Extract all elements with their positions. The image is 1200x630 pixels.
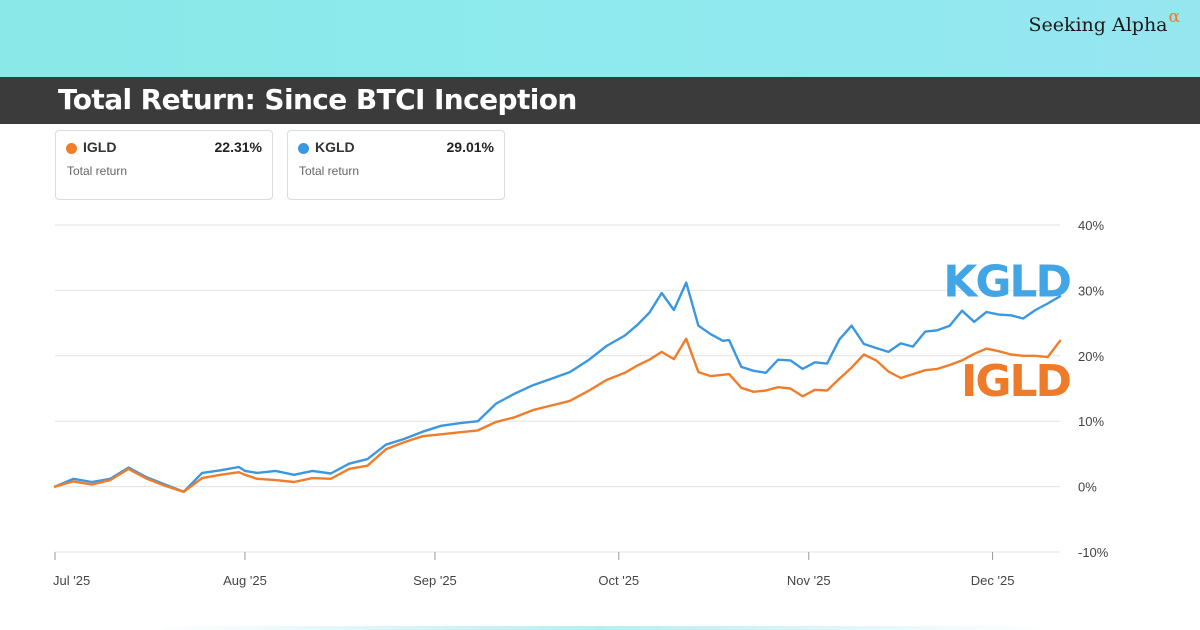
series-line-igld	[53, 337, 1062, 493]
legend-value: 29.01%	[446, 139, 494, 155]
annotation-kgld: KGLD	[943, 256, 1070, 307]
legend-ticker: KGLD	[315, 139, 355, 155]
brand-logo[interactable]: Seeking Alphaα	[1028, 7, 1180, 36]
x-tick-label: Oct '25	[598, 573, 639, 588]
x-tick-label: Aug '25	[223, 573, 267, 588]
legend-ticker: IGLD	[83, 139, 117, 155]
y-tick-label: 20%	[1078, 349, 1104, 364]
legend-label: Total return	[299, 164, 360, 178]
x-tick-label: Jul '25	[53, 573, 90, 588]
series-line-kgld	[53, 281, 1062, 493]
x-tick-label: Dec '25	[971, 573, 1015, 588]
y-tick-label: 0%	[1078, 480, 1097, 495]
y-tick-label: 30%	[1078, 283, 1104, 298]
page-title: Total Return: Since BTCI Inception	[58, 83, 577, 116]
y-tick-label: 10%	[1078, 414, 1104, 429]
y-tick-label: -10%	[1078, 545, 1109, 560]
bottom-accent	[150, 626, 1050, 630]
header-band: Seeking Alphaα	[0, 0, 1200, 77]
title-band: Total Return: Since BTCI Inception	[0, 77, 1200, 124]
x-tick-label: Sep '25	[413, 573, 457, 588]
legend-card-igld[interactable]: IGLD 22.31% Total return	[55, 130, 273, 200]
legend-label: Total return	[67, 164, 128, 178]
legend-value: 22.31%	[214, 139, 262, 155]
kgld-dot-icon	[298, 143, 309, 154]
annotation-igld: IGLD	[961, 356, 1071, 407]
y-tick-label: 40%	[1078, 218, 1104, 233]
alpha-icon: α	[1168, 7, 1180, 27]
brand-name: Seeking Alpha	[1028, 14, 1168, 36]
x-tick-label: Nov '25	[787, 573, 831, 588]
legend-card-kgld[interactable]: KGLD 29.01% Total return	[287, 130, 505, 200]
igld-dot-icon	[66, 143, 77, 154]
